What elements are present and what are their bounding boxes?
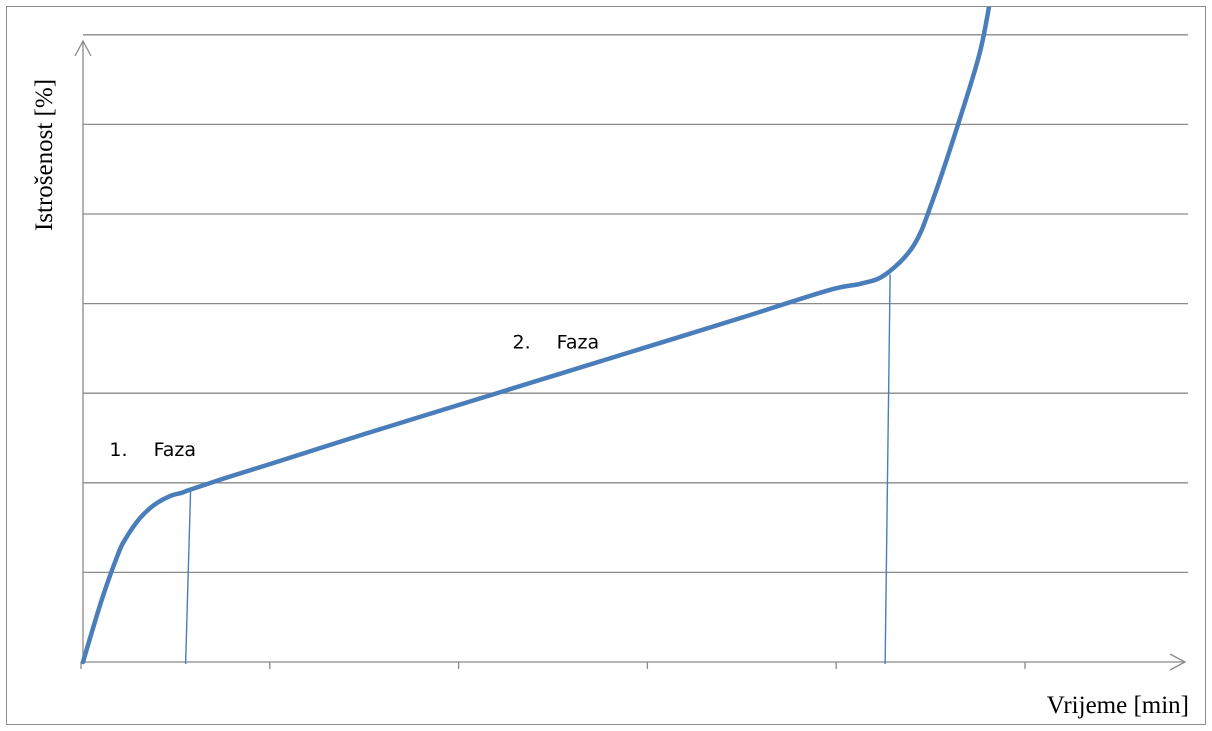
phase-name: Faza <box>154 439 196 461</box>
phase-number: 2. <box>513 331 531 353</box>
phase-boundary-line <box>184 489 192 665</box>
phase-label: 2. Faza <box>513 331 600 353</box>
y-axis-title: Istrošenost [%] <box>31 79 58 231</box>
y-axis-arrow <box>74 39 92 57</box>
grid-layer <box>83 34 1188 574</box>
phase-name: Faza <box>557 331 599 353</box>
series-line <box>80 7 992 665</box>
x-axis-title: Vrijeme [min] <box>1047 692 1189 719</box>
x-axis-arrow <box>1169 653 1187 671</box>
phase-label: 1. Faza <box>109 439 196 461</box>
axes-layer <box>74 39 1187 671</box>
tick-layer <box>80 662 1026 669</box>
divider-layer <box>184 274 891 665</box>
phase-boundary-line <box>884 274 891 665</box>
phase-number: 1. <box>109 439 127 461</box>
